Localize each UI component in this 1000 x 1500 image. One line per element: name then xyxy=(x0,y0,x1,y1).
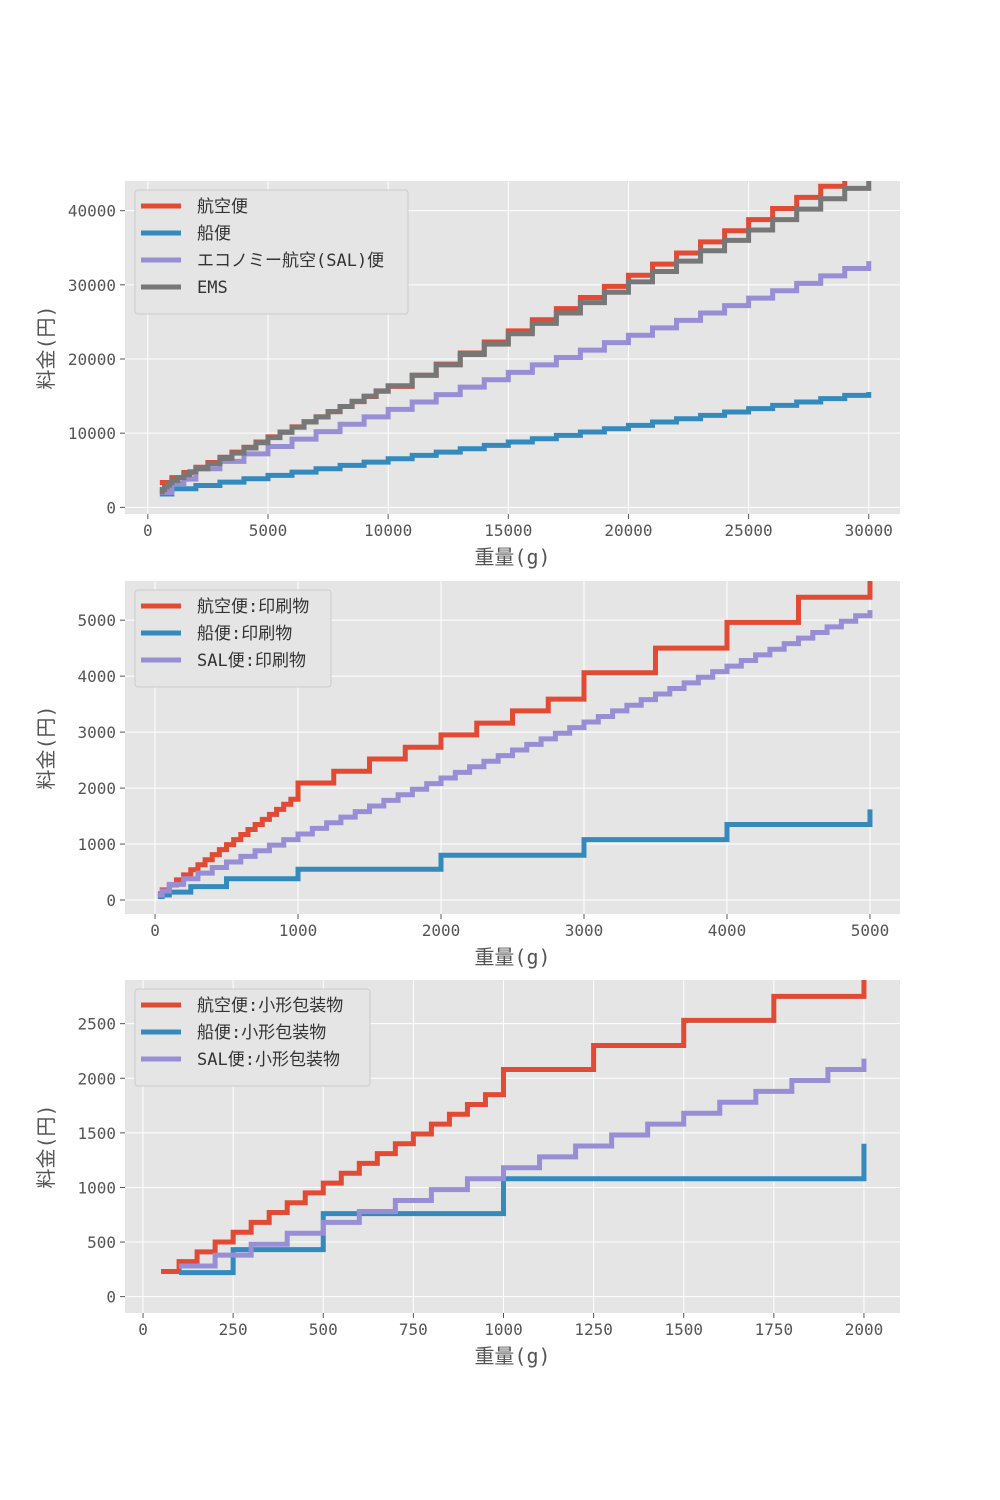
x-tick-label: 2000 xyxy=(845,1320,884,1339)
y-tick-label: 0 xyxy=(106,498,116,517)
x-tick-label: 250 xyxy=(219,1320,248,1339)
x-tick-label: 5000 xyxy=(249,521,288,540)
legend-box xyxy=(134,189,409,315)
series-group xyxy=(157,581,873,900)
y-tick-label: 2000 xyxy=(77,1069,116,1088)
x-tick-label: 1000 xyxy=(279,921,318,940)
x-axis-label: 重量(g) xyxy=(474,945,550,969)
x-tick-label: 5000 xyxy=(851,921,890,940)
legend-box xyxy=(134,988,371,1087)
legend-label: 航空便 xyxy=(197,197,248,217)
x-tick-label: 1000 xyxy=(484,1320,523,1339)
x-tick-label: 20000 xyxy=(604,521,652,540)
legend-label: EMS xyxy=(197,278,228,298)
legend-label: 航空便:小形包装物 xyxy=(197,996,343,1016)
x-tick-label: 750 xyxy=(399,1320,428,1339)
x-tick-label: 0 xyxy=(150,921,160,940)
x-tick-label: 4000 xyxy=(708,921,747,940)
y-tick-label: 3000 xyxy=(77,723,116,742)
series-line-3 xyxy=(179,1058,867,1269)
y-tick-label: 2000 xyxy=(77,779,116,798)
series-line-2 xyxy=(159,391,872,497)
series-line-4 xyxy=(159,181,872,495)
x-tick-label: 2000 xyxy=(422,921,461,940)
y-tick-label: 2500 xyxy=(77,1015,116,1034)
y-tick-label: 4000 xyxy=(77,667,116,686)
legend-label: エコノミー航空(SAL)便 xyxy=(197,251,384,271)
y-axis-label: 料金(円) xyxy=(34,705,58,789)
legend-label: 船便:印刷物 xyxy=(197,624,292,644)
y-tick-label: 1000 xyxy=(77,1178,116,1197)
legend-label: SAL便:印刷物 xyxy=(197,651,306,671)
series-group xyxy=(159,181,872,497)
series-line-2 xyxy=(179,1143,867,1276)
legend-label: 航空便:印刷物 xyxy=(197,597,309,617)
x-tick-label: 0 xyxy=(143,521,153,540)
y-axis-label: 料金(円) xyxy=(34,305,58,389)
y-tick-label: 500 xyxy=(87,1233,116,1252)
series-group xyxy=(161,980,867,1276)
chart-panel-3: 0 250 500 750 1000 1250 1500 1750 2000 0 500 1000 15… xyxy=(34,980,900,1368)
series-line-3 xyxy=(157,610,873,898)
y-tick-label: 1000 xyxy=(77,835,116,854)
legend-label: 船便:小形包装物 xyxy=(197,1023,326,1043)
series-line-1 xyxy=(157,581,873,897)
chart-panel-1: 0 5000 10000 15000 20000 25000 30000 0 10000 2000… xyxy=(34,181,900,569)
x-tick-label: 3000 xyxy=(565,921,604,940)
series-line-2 xyxy=(157,809,873,900)
chart-panel-2: 0 1000 2000 3000 4000 5000 0 1000 2000 3000 4000 50… xyxy=(34,581,900,969)
x-tick-label: 1500 xyxy=(664,1320,703,1339)
x-tick-label: 15000 xyxy=(484,521,532,540)
y-tick-label: 5000 xyxy=(77,611,116,630)
x-tick-label: 10000 xyxy=(364,521,412,540)
x-tick-label: 1250 xyxy=(574,1320,613,1339)
y-tick-label: 1500 xyxy=(77,1124,116,1143)
x-axis-label: 重量(g) xyxy=(474,545,550,569)
x-axis-label: 重量(g) xyxy=(474,1344,550,1368)
y-tick-label: 0 xyxy=(106,1288,116,1307)
x-tick-label: 25000 xyxy=(725,521,773,540)
y-axis-label: 料金(円) xyxy=(34,1104,58,1188)
legend-box xyxy=(134,589,332,688)
x-tick-label: 500 xyxy=(309,1320,338,1339)
legend-label: SAL便:小形包装物 xyxy=(197,1050,340,1070)
y-tick-label: 10000 xyxy=(68,424,116,443)
y-tick-label: 30000 xyxy=(68,276,116,295)
y-tick-label: 40000 xyxy=(68,202,116,221)
x-tick-label: 0 xyxy=(138,1320,148,1339)
x-tick-label: 1750 xyxy=(755,1320,794,1339)
x-tick-label: 30000 xyxy=(845,521,893,540)
series-line-3 xyxy=(159,261,872,495)
legend-label: 船便 xyxy=(197,224,231,244)
series-line-1 xyxy=(161,980,867,1275)
y-tick-label: 20000 xyxy=(68,350,116,369)
y-tick-label: 0 xyxy=(106,891,116,910)
